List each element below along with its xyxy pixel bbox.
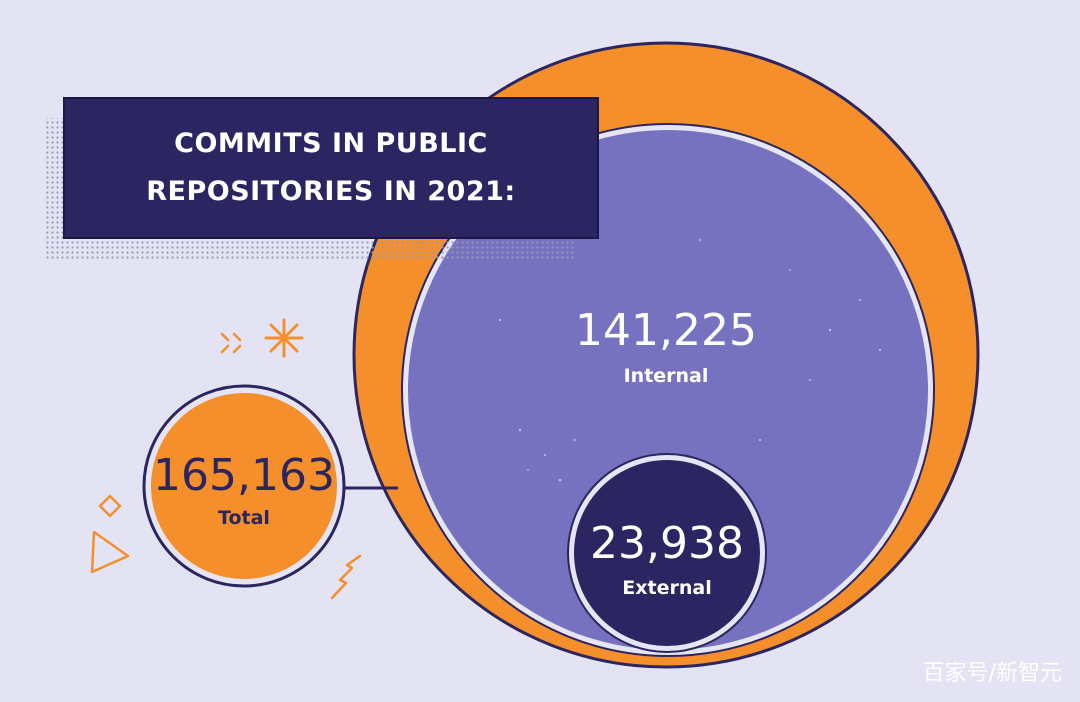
external-bubble [574,460,760,646]
title-line-2: REPOSITORIES IN 2021: [146,176,515,207]
title-banner [63,97,599,239]
external-value: 23,938 [590,518,744,569]
total-bubble [151,393,337,579]
zigzag-icon [330,554,362,600]
small-cross-icon [220,332,242,354]
external-label: External [622,577,711,599]
diamond-icon [98,494,122,518]
watermark-text: 百家号/新智元 [923,661,1062,686]
title-line-1: COMMITS IN PUBLIC [174,128,488,159]
internal-label: Internal [624,365,709,387]
asterisk-icon [264,318,304,358]
internal-value: 141,225 [575,305,757,356]
triangle-icon [90,530,130,574]
total-label: Total [218,507,270,529]
total-value: 165,163 [153,450,335,501]
